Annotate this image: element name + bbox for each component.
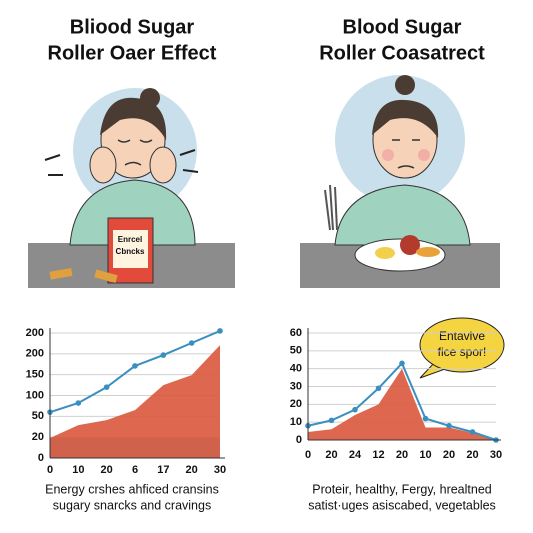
x-tick-label: 10	[72, 464, 84, 476]
x-tick-label: 30	[214, 464, 226, 476]
point	[352, 406, 358, 413]
caption: Energy crshes ahficed cransins	[45, 482, 219, 496]
chart-title: Blood Sugar	[343, 16, 462, 38]
area	[50, 345, 220, 458]
x-tick-label: 0	[47, 464, 53, 476]
x-tick-label: 17	[157, 464, 169, 476]
x-tick-label: 30	[490, 449, 502, 461]
x-tick-label: 6	[132, 464, 138, 476]
point	[160, 352, 167, 358]
y-tick-label: 200	[26, 327, 44, 339]
box-label: Enrcel	[118, 235, 142, 244]
speech-bubble	[419, 317, 505, 373]
point	[446, 422, 452, 429]
point	[422, 415, 429, 422]
x-tick-label: 0	[305, 449, 311, 461]
y-tick-label: 50	[32, 410, 44, 422]
point	[217, 328, 223, 334]
box-label: Cbncks	[116, 247, 145, 256]
chart-title: Bliood Sugar	[70, 16, 195, 38]
point	[328, 417, 335, 424]
caption: Proteir, healthy, Fergy, hrealtned	[312, 482, 492, 496]
chart-title: Roller Coasatrect	[319, 42, 485, 64]
x-tick-label: 20	[396, 449, 408, 461]
point	[188, 340, 195, 346]
y-tick-label: 100	[26, 389, 44, 401]
point	[469, 429, 476, 435]
x-tick-label: 20	[443, 449, 455, 461]
x-tick-label: 12	[372, 449, 384, 461]
y-tick-label: 200	[26, 348, 44, 360]
chart-title: Roller Oaer Effect	[48, 42, 217, 64]
y-tick-label: 0	[296, 434, 302, 446]
annotation: fice spor!	[438, 345, 487, 359]
x-tick-label: 20	[186, 464, 198, 476]
y-tick-label: 40	[290, 363, 302, 375]
x-tick-label: 10	[419, 449, 431, 461]
x-tick-label: 24	[349, 449, 362, 461]
y-tick-label: 50	[290, 345, 302, 357]
point	[399, 360, 405, 367]
area	[308, 368, 496, 440]
left-illustration: Enrcel Cbncks	[28, 88, 235, 288]
y-tick-label: 150	[26, 369, 44, 381]
y-tick-label: 60	[290, 327, 302, 339]
x-tick-label: 20	[325, 449, 337, 461]
caption: sugary snarcks and cravings	[53, 498, 211, 512]
x-tick-label: 20	[466, 449, 478, 461]
y-tick-label: 10	[290, 416, 302, 428]
y-tick-label: 30	[290, 380, 302, 392]
right-illustration	[300, 75, 500, 288]
y-tick-label: 20	[32, 431, 44, 443]
annotation: Entavive	[439, 329, 485, 343]
point	[103, 384, 110, 390]
x-tick-label: 20	[101, 464, 113, 476]
point	[132, 363, 138, 369]
point	[375, 385, 382, 392]
y-tick-label: 0	[38, 452, 44, 464]
y-tick-label: 20	[290, 398, 302, 410]
caption: satist·uges asiscabed, vegetables	[308, 498, 496, 512]
point	[75, 400, 82, 406]
